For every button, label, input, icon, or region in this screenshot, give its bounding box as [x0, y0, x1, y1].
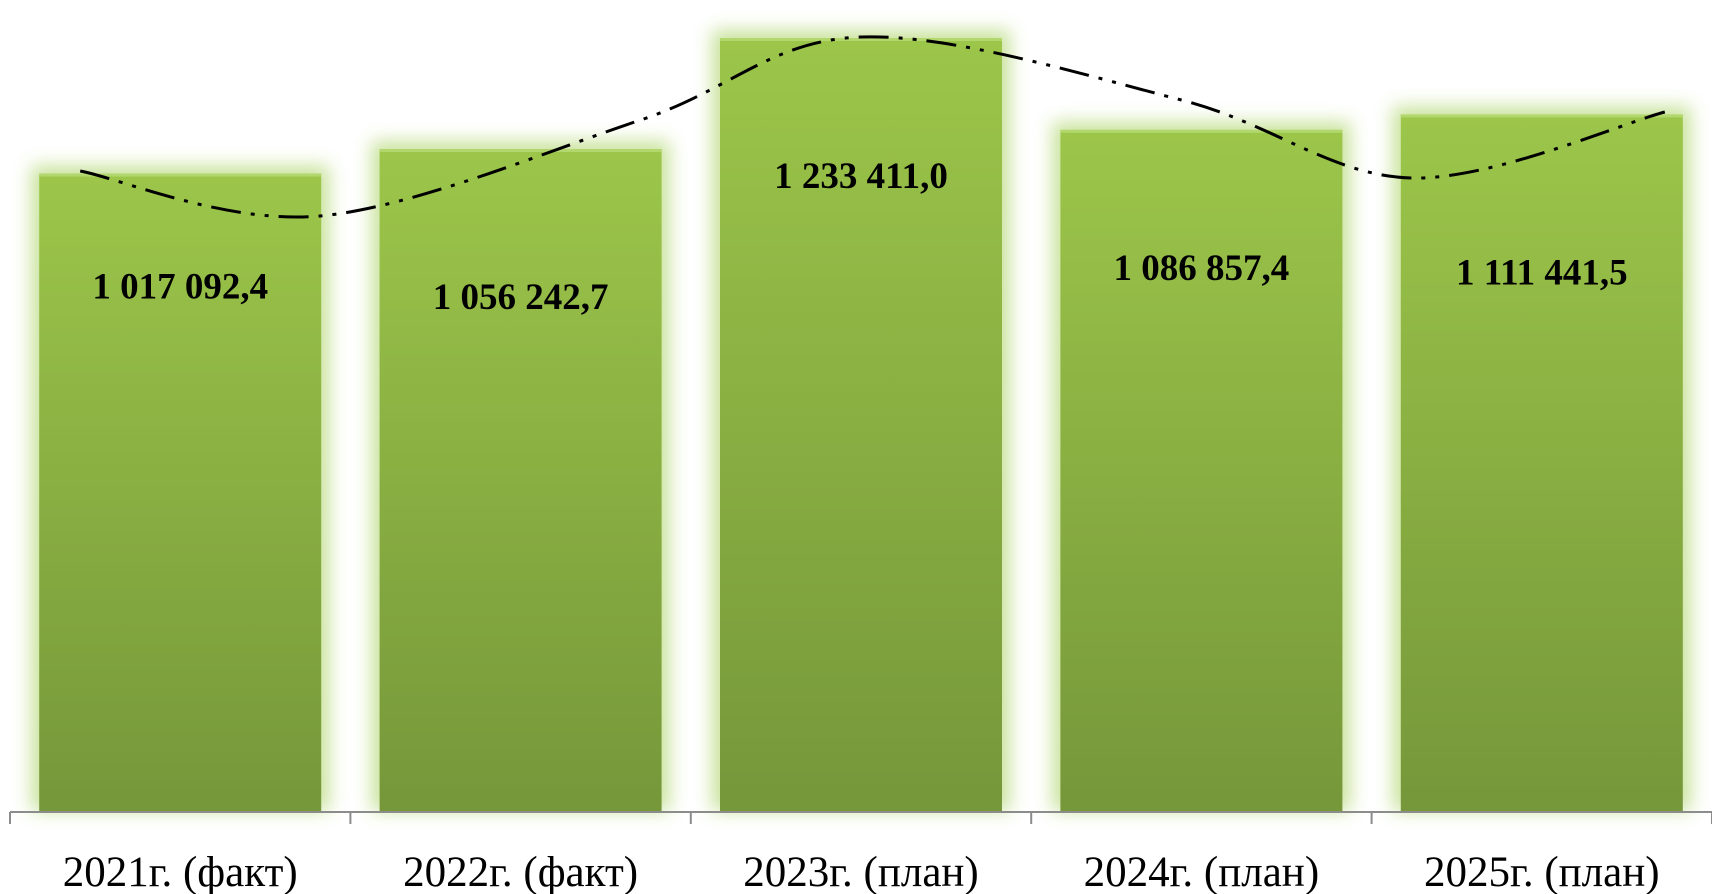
bar-2: [379, 149, 662, 812]
x-axis: 2021г. (факт) 2022г. (факт) 2023г. (план) 2…: [9, 811, 1712, 894]
bar-value-label: 1 086 857,4: [1114, 248, 1290, 289]
trend-line: [79, 35, 1666, 219]
bar-top-edge: [379, 149, 662, 153]
x-tick-label: 2025г. (план): [1424, 849, 1660, 894]
bar-value-label: 1 111 441,5: [1456, 252, 1628, 293]
bars-layer: [31, 30, 1691, 812]
bar-top-edge: [39, 173, 322, 177]
bar-top-edge: [1400, 114, 1683, 118]
bar-1: [39, 173, 322, 811]
x-tick-label: 2023г. (план): [743, 849, 979, 894]
bar-value-label: 1 233 411,0: [774, 156, 948, 197]
labels-layer: 1 017 092,4 1 056 242,7 1 233 411,0 1 086 8…: [92, 156, 1627, 318]
x-tick-label: 2024г. (план): [1084, 849, 1320, 894]
bar-value-label: 1 056 242,7: [433, 277, 609, 318]
bar-5: [1400, 114, 1683, 812]
bar-value-label: 1 017 092,4: [92, 267, 268, 308]
x-tick-label: 2021г. (факт): [63, 849, 298, 894]
x-tick-label: 2022г. (факт): [403, 849, 638, 894]
bar-top-edge: [1060, 129, 1343, 133]
trend-layer: [79, 35, 1666, 219]
bar-4: [1060, 129, 1343, 812]
bar-3: [720, 38, 1002, 811]
bar-top-edge: [720, 38, 1002, 41]
